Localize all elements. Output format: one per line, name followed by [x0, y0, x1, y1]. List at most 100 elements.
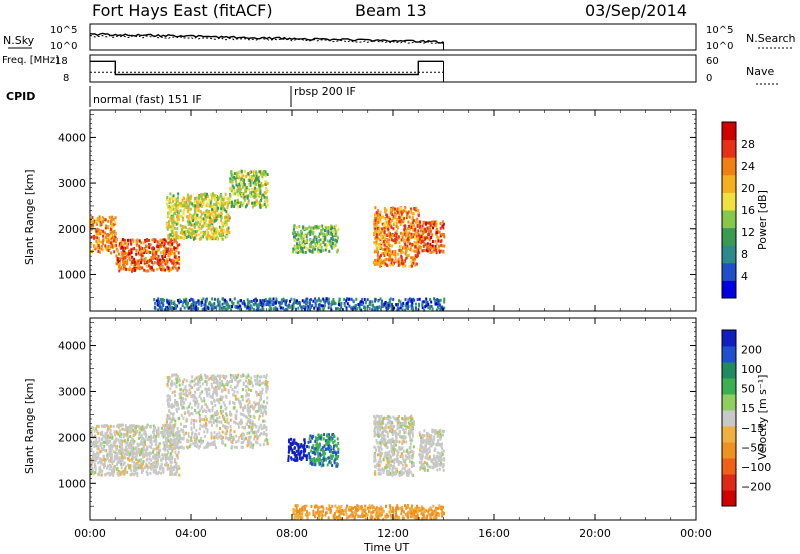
data-cell: [183, 306, 186, 310]
data-cell: [173, 259, 176, 263]
data-cell: [436, 236, 439, 240]
data-cell: [215, 381, 218, 385]
data-cell: [186, 445, 189, 449]
data-cell: [388, 233, 391, 237]
data-cell: [97, 461, 100, 465]
data-cell: [176, 435, 179, 439]
data-cell: [429, 248, 432, 252]
data-cell: [163, 308, 166, 312]
data-cell: [140, 261, 142, 265]
data-cell: [195, 217, 198, 221]
data-cell: [152, 246, 154, 250]
freq-label: Freq. [MHz]: [2, 55, 59, 66]
data-cell: [168, 236, 171, 239]
data-cell: [117, 261, 120, 265]
data-cell: [104, 235, 107, 239]
data-cell: [343, 304, 346, 307]
data-cell: [420, 246, 422, 250]
data-cell: [255, 178, 258, 182]
data-cell: [319, 307, 322, 311]
data-cell: [315, 238, 318, 241]
data-cell: [138, 239, 141, 243]
data-cell: [398, 220, 401, 224]
data-cell: [134, 263, 137, 267]
data-cell: [419, 220, 422, 224]
data-cell: [163, 242, 166, 245]
data-cell: [164, 423, 167, 427]
data-cell: [172, 224, 175, 228]
data-cell: [107, 425, 110, 429]
data-cell: [182, 392, 185, 396]
data-cell: [156, 465, 159, 468]
data-cell: [425, 221, 428, 225]
data-cell: [210, 220, 213, 224]
data-cell: [266, 182, 269, 185]
data-cell: [123, 452, 126, 456]
data-cell: [189, 380, 192, 384]
data-cell: [174, 440, 176, 444]
data-cell: [335, 240, 338, 244]
data-cell: [191, 235, 193, 239]
data-cell: [250, 170, 253, 174]
data-cell: [412, 227, 415, 231]
data-cell: [421, 249, 424, 253]
data-cell: [149, 441, 152, 444]
data-cell: [426, 226, 429, 230]
data-cell: [410, 260, 413, 264]
data-cell: [157, 443, 160, 447]
data-cell: [100, 469, 103, 473]
data-cell: [107, 238, 110, 241]
data-cell: [158, 471, 160, 474]
data-cell: [301, 299, 304, 303]
data-cell: [407, 220, 410, 224]
data-cell: [423, 221, 426, 225]
data-cell: [272, 301, 275, 305]
data-cell: [172, 447, 175, 451]
data-cell: [376, 308, 379, 312]
data-cell: [156, 303, 159, 306]
data-cell: [199, 231, 202, 235]
data-cell: [155, 250, 158, 254]
data-cell: [160, 268, 163, 272]
data-cell: [255, 308, 258, 312]
data-cell: [272, 297, 275, 301]
data-cell: [205, 387, 208, 391]
data-cell: [265, 180, 268, 184]
data-cell: [261, 195, 264, 199]
data-cell: [182, 389, 185, 393]
data-cell: [194, 382, 197, 386]
data-cell: [300, 308, 303, 311]
data-cell: [255, 171, 258, 175]
data-cell: [190, 418, 193, 422]
data-cell: [375, 241, 378, 245]
data-cell: [178, 446, 181, 450]
data-cell: [136, 424, 139, 428]
data-cell: [136, 264, 139, 268]
data-cell: [233, 386, 236, 389]
data-cell: [196, 400, 199, 403]
data-cell: [162, 260, 165, 264]
data-cell: [110, 453, 113, 457]
data-cell: [154, 301, 156, 305]
data-cell: [94, 467, 97, 471]
data-cell: [412, 219, 415, 223]
data-cell: [303, 300, 306, 304]
data-cell: [181, 226, 184, 230]
data-cell: [137, 448, 140, 451]
data-cell: [121, 252, 124, 256]
data-cell: [105, 248, 108, 252]
data-cell: [170, 219, 173, 223]
data-cell: [138, 453, 141, 457]
data-cell: [411, 256, 414, 260]
data-cell: [151, 257, 154, 261]
data-cell: [166, 382, 169, 386]
data-cell: [397, 307, 400, 311]
data-cell: [428, 237, 431, 241]
data-cell: [257, 382, 259, 386]
data-cell: [331, 226, 334, 230]
data-cell: [157, 426, 160, 430]
data-cell: [176, 453, 179, 457]
data-cell: [260, 301, 263, 305]
data-cell: [186, 389, 189, 393]
data-cell: [136, 450, 139, 454]
